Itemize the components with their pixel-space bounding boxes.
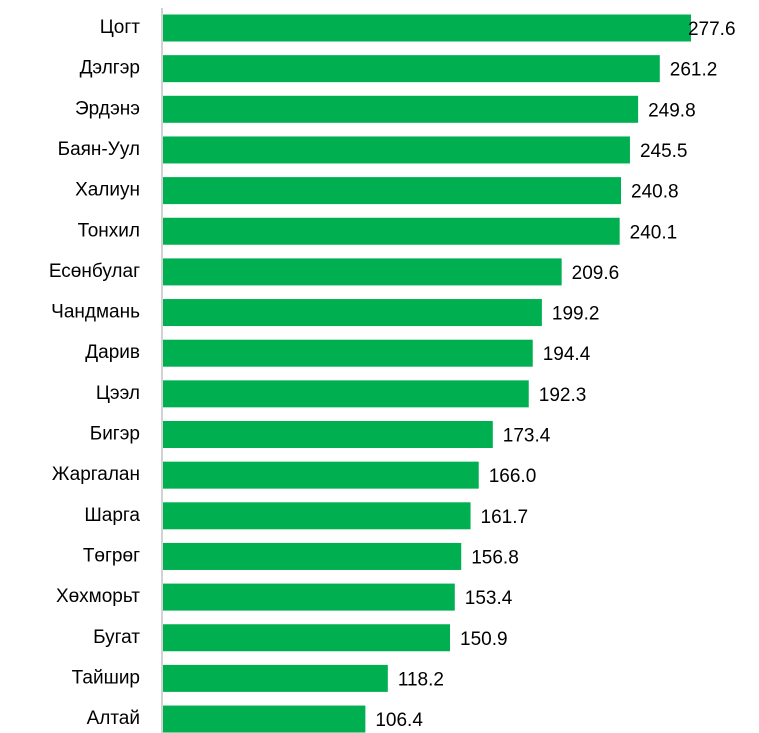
data-label: 249.8 [648,100,696,121]
bar [163,136,630,164]
category-label: Есөнбулаг [49,261,140,282]
category-label: Хөхморьт [56,586,140,607]
data-label: 192.3 [539,385,587,406]
data-label: 150.9 [460,629,508,650]
data-label: 106.4 [375,710,423,731]
data-label: 194.4 [543,344,591,365]
bar [163,583,455,611]
data-label: 156.8 [471,547,519,568]
bar [163,461,479,489]
data-label: 240.8 [631,182,679,203]
bar [163,258,562,286]
bar [163,14,691,42]
bar [163,542,462,570]
category-label: Дэлгэр [80,58,140,79]
category-label: Шарга [84,505,140,526]
category-label: Алтай [87,708,140,729]
category-label: Халиун [75,180,140,201]
bar [163,55,660,83]
bar [163,95,639,123]
data-label: 245.5 [640,141,688,162]
category-label: Тайшир [72,667,140,688]
data-label: 173.4 [503,426,551,447]
category-label: Жаргалан [52,464,140,485]
category-label: Төгрөг [83,545,140,566]
category-label: Дарив [85,342,140,363]
data-label: 199.2 [552,304,600,325]
data-label: 240.1 [630,222,678,243]
bar [163,177,622,205]
data-label: 118.2 [398,669,444,690]
category-label: Цээл [96,383,140,404]
bar [163,299,542,327]
data-label: 261.2 [670,60,718,81]
category-label: Тонхил [78,220,140,241]
bar [163,502,471,530]
category-label: Эрдэнэ [75,98,140,119]
bar [163,705,366,733]
category-label: Бигэр [90,424,140,445]
bar [163,624,451,652]
bar [163,664,388,692]
bar [163,217,620,245]
category-label: Цогт [100,17,141,38]
data-label: 166.0 [489,466,537,487]
category-label: Чандмань [51,302,140,323]
data-label: 209.6 [572,263,620,284]
data-label: 161.7 [481,507,529,528]
bar [163,339,533,367]
data-label: 277.6 [688,19,736,40]
data-label: 153.4 [465,588,513,609]
category-label: Баян-Уул [58,139,140,160]
category-label: Бугат [93,627,140,648]
bar [163,421,493,448]
bar [163,380,529,408]
